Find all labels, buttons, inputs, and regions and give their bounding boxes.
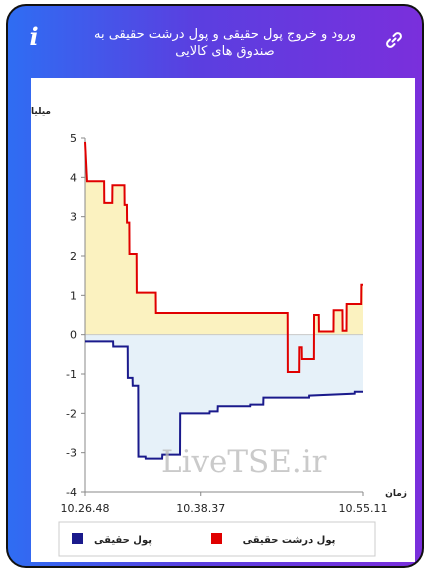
chart-card: i ورود و خروج پول حقیقی و پول درشت حقیقی… (6, 4, 424, 568)
y-tick-label: 1 (70, 289, 77, 302)
y-ticks: 5 4 3 2 1 0 -1 -2 -3 -4 (66, 132, 85, 499)
y-tick-label: 0 (70, 329, 77, 342)
y-tick-label: 4 (70, 171, 77, 184)
watermark: LiveTSE.ir (161, 444, 327, 480)
legend: پول درشت حقیقی پول حقیقی (58, 521, 376, 557)
axes (84, 138, 363, 493)
series-lines (84, 141, 363, 460)
x-tick-label: 10.26.48 (61, 502, 110, 515)
link-icon[interactable] (384, 30, 404, 50)
chart-svg: میلیارد تومان زمان 5 4 3 2 1 0 -1 -2 -3 -4 10.26.… (8, 107, 407, 557)
series-line (85, 340, 363, 460)
y-tick-label: 2 (70, 250, 77, 263)
y-tick-label: 3 (70, 211, 77, 224)
x-tick-label: 10.55.11 (339, 502, 388, 515)
legend-label-real: پول حقیقی (94, 535, 152, 546)
y-tick-label: -3 (66, 447, 77, 460)
x-axis-label: زمان (385, 489, 407, 499)
y-axis-label: میلیارد تومان (31, 107, 51, 117)
legend-label-big-real: پول درشت حقیقی (243, 535, 336, 546)
series-line (84, 141, 363, 374)
info-icon[interactable]: i (29, 22, 39, 51)
y-tick-label: -4 (66, 486, 77, 499)
x-ticks: 10.26.48 10.38.37 10.55.11 (61, 492, 388, 515)
area-fills (85, 141, 363, 459)
series-area (85, 141, 363, 373)
legend-swatch-big-real (211, 533, 222, 544)
card-header: i ورود و خروج پول حقیقی و پول درشت حقیقی… (8, 6, 422, 76)
y-tick-label: -1 (66, 368, 77, 381)
y-tick-label: 5 (70, 132, 77, 145)
y-tick-label: -2 (66, 407, 77, 420)
series-area (85, 334, 363, 459)
chart-panel: میلیارد تومان زمان 5 4 3 2 1 0 -1 -2 -3 -4 10.26.… (8, 78, 415, 562)
chart-title: ورود و خروج پول حقیقی و پول درشت حقیقی ب… (93, 27, 356, 59)
legend-swatch-real (72, 533, 83, 544)
x-tick-label: 10.38.37 (176, 502, 225, 515)
